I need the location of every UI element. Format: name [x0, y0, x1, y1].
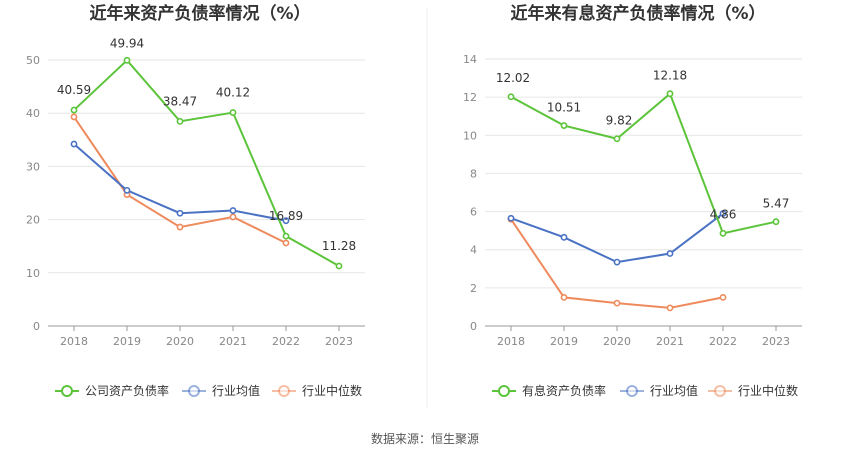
x-tick-label: 2022 [709, 335, 737, 348]
legend-item-avg: 行业均值 [620, 383, 698, 398]
data-point-avg [666, 250, 674, 257]
data-point-avg [176, 209, 184, 217]
chart-title: 近年来资产负债率情况（%） [89, 3, 310, 24]
chart-title: 近年来有息资产负债率情况（%） [510, 3, 765, 24]
y-tick-label: 12 [463, 91, 477, 104]
legend-marker [714, 385, 726, 397]
y-tick-label: 50 [26, 54, 40, 67]
data-point-median [560, 293, 568, 301]
series-line-company [73, 58, 340, 267]
legend-marker [626, 385, 638, 397]
data-point-company [70, 106, 78, 114]
data-point-company [560, 122, 568, 129]
data-label: 40.59 [57, 83, 91, 97]
data-label: 38.47 [163, 94, 197, 108]
y-tick-label: 14 [463, 53, 477, 66]
x-tick-label: 2021 [656, 335, 684, 348]
chart-1: 近年来资产负债率情况（%） 0 10 20 30 40 50 2018 2019 2020 2021… [26, 3, 365, 398]
data-point-company [176, 117, 184, 125]
legend-marker [278, 385, 290, 397]
x-tick-label: 2023 [325, 335, 353, 348]
series-line-avg [73, 143, 287, 222]
y-tick-label: 40 [26, 107, 40, 120]
y-tick-label: 2 [470, 282, 477, 295]
data-source-text: 数据来源：恒生聚源 [370, 432, 479, 446]
data-point-avg [123, 186, 131, 194]
data-point-median [70, 113, 78, 121]
legend-item-company: 公司资产负债率 [55, 383, 169, 398]
legend-label: 行业均值 [212, 383, 260, 398]
data-label: 12.18 [653, 69, 687, 83]
data-point-company [613, 135, 621, 143]
data-point-median [719, 293, 727, 301]
y-tick-label: 30 [26, 160, 40, 173]
data-label: 10.51 [547, 101, 581, 115]
data-point-median [176, 223, 184, 231]
data-label: 12.02 [496, 71, 530, 85]
y-tick-label: 10 [26, 267, 40, 280]
data-point-company [229, 109, 237, 116]
y-tick-label: 20 [26, 214, 40, 227]
data-point-avg [70, 140, 78, 148]
legend-label: 公司资产负债率 [85, 383, 169, 398]
data-point-avg [229, 207, 237, 214]
data-point-company [335, 262, 343, 270]
y-tick-label: 8 [470, 167, 477, 180]
x-tick-label: 2020 [166, 335, 194, 348]
y-tick-label: 0 [33, 320, 40, 333]
data-label: 4.86 [710, 207, 737, 221]
legend-item-company: 有息资产负债率 [492, 383, 606, 398]
data-label: 5.47 [763, 197, 790, 211]
data-point-avg [560, 233, 568, 241]
legend-marker [61, 385, 73, 397]
data-point-avg [613, 258, 621, 266]
y-tick-label: 6 [470, 206, 477, 219]
data-point-avg [507, 214, 515, 222]
data-label: 40.12 [216, 86, 250, 100]
data-label: 9.82 [606, 114, 633, 128]
legend-label: 行业均值 [650, 383, 698, 398]
series-line-avg [510, 212, 724, 264]
data-label: 16.89 [269, 209, 303, 223]
data-point-median [666, 304, 674, 312]
data-point-avg [719, 210, 727, 217]
x-tick-label: 2022 [272, 335, 300, 348]
x-tick-label: 2020 [603, 335, 631, 348]
legend-item-median: 行业中位数 [272, 383, 362, 398]
legend-item-avg: 行业均值 [182, 383, 260, 398]
data-point-median [613, 299, 621, 307]
data-point-company [772, 218, 780, 226]
y-tick-label: 0 [470, 320, 477, 333]
data-point-avg [282, 217, 290, 225]
y-tick-label: 10 [463, 129, 477, 142]
data-point-company [666, 90, 674, 98]
x-tick-label: 2019 [113, 335, 141, 348]
x-tick-label: 2023 [762, 335, 790, 348]
x-tick-label: 2018 [60, 335, 88, 348]
legend-label: 行业中位数 [302, 383, 362, 398]
data-label: 49.94 [110, 36, 144, 50]
y-tick-label: 4 [470, 244, 477, 257]
legend-marker [498, 385, 510, 397]
legend-item-median: 行业中位数 [708, 383, 798, 398]
legend-label: 有息资产负债率 [522, 383, 606, 398]
x-tick-label: 2018 [497, 335, 525, 348]
chart-2: 近年来有息资产负债率情况（%） 0 2 4 6 8 10 12 14 2018 2019 2020 20… [463, 3, 802, 398]
data-point-company [719, 229, 727, 237]
data-point-median [229, 213, 237, 221]
x-tick-label: 2019 [550, 335, 578, 348]
data-label: 11.28 [322, 239, 356, 253]
data-point-company [123, 56, 131, 64]
legend-label: 行业中位数 [738, 383, 798, 398]
data-point-company [282, 232, 290, 240]
data-point-median [282, 239, 290, 247]
legend-marker [188, 385, 200, 397]
x-tick-label: 2021 [219, 335, 247, 348]
data-point-company [507, 93, 515, 101]
series-line-company [510, 92, 777, 235]
